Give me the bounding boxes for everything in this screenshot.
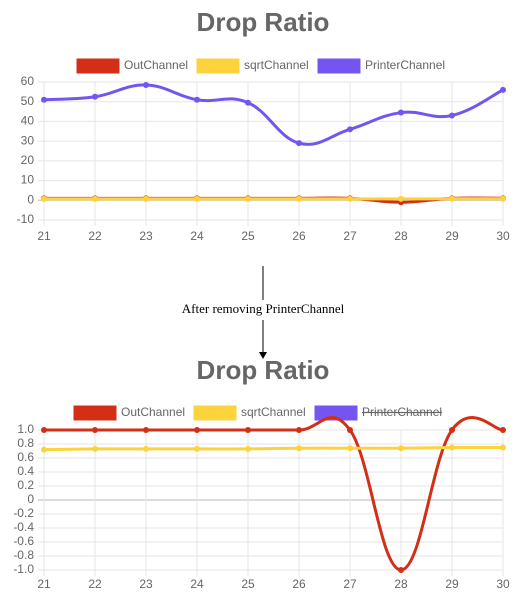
data-point: [194, 445, 200, 452]
data-point: [143, 81, 149, 88]
y-tick-label: 0.2: [17, 478, 34, 492]
x-tick-label: 24: [190, 577, 204, 591]
data-point: [449, 427, 455, 433]
x-tick-label: 30: [496, 577, 510, 591]
series-line: [43, 83, 504, 146]
data-point: [194, 427, 200, 433]
x-tick-label: 29: [445, 229, 459, 243]
x-tick-label: 28: [394, 577, 408, 591]
y-tick-label: -0.2: [13, 506, 34, 520]
legend-label: OutChannel: [124, 58, 188, 72]
data-point: [398, 109, 404, 116]
x-tick-label: 22: [88, 229, 102, 243]
y-tick-label: 0: [27, 192, 34, 206]
data-point: [449, 195, 455, 202]
data-point: [41, 446, 47, 453]
data-point: [194, 195, 200, 202]
data-point: [245, 99, 251, 106]
legend-label: OutChannel: [121, 405, 185, 419]
y-tick-label: 0.8: [17, 436, 34, 450]
chart-title: Drop Ratio: [197, 355, 330, 385]
data-point: [347, 195, 353, 202]
data-point: [245, 195, 251, 202]
legend-swatch: [196, 58, 240, 74]
data-point: [296, 445, 302, 452]
y-tick-label: -0.8: [13, 548, 34, 562]
series-line: [43, 445, 504, 452]
data-point: [41, 427, 47, 433]
data-point: [500, 86, 506, 93]
legend-label: sqrtChannel: [244, 58, 309, 72]
x-tick-label: 27: [343, 229, 357, 243]
x-tick-label: 25: [241, 577, 255, 591]
data-point: [143, 427, 149, 433]
data-point: [398, 195, 404, 202]
legend-swatch: [193, 405, 237, 421]
y-tick-label: 40: [21, 114, 35, 128]
x-tick-label: 26: [292, 577, 306, 591]
y-tick-label: 30: [21, 133, 35, 147]
data-point: [245, 427, 251, 433]
y-tick-label: 0.4: [17, 464, 34, 478]
data-point: [347, 126, 353, 133]
data-point: [143, 445, 149, 452]
y-tick-label: 60: [21, 74, 35, 88]
data-point: [347, 427, 353, 433]
data-point: [500, 444, 506, 451]
x-tick-label: 21: [37, 229, 51, 243]
y-tick-label: 20: [21, 153, 35, 167]
data-point: [92, 93, 98, 100]
x-tick-label: 25: [241, 229, 255, 243]
x-tick-label: 26: [292, 229, 306, 243]
data-point: [245, 445, 251, 452]
x-tick-label: 24: [190, 229, 204, 243]
data-point: [296, 140, 302, 147]
data-point: [143, 195, 149, 202]
annotation: After removing PrinterChannel: [182, 301, 345, 316]
data-point: [398, 567, 404, 573]
y-tick-label: -0.4: [13, 520, 34, 534]
x-tick-label: 29: [445, 577, 459, 591]
data-point: [500, 427, 506, 433]
data-point: [194, 96, 200, 103]
y-tick-label: 1.0: [17, 422, 34, 436]
data-point: [92, 427, 98, 433]
legend-swatch: [314, 405, 358, 421]
y-tick-label: 50: [21, 94, 35, 108]
data-point: [500, 195, 506, 202]
y-tick-label: 0.6: [17, 450, 34, 464]
y-tick-label: -10: [17, 212, 35, 226]
legend-swatch: [73, 405, 117, 421]
data-point: [347, 445, 353, 452]
y-tick-label: 0: [27, 492, 34, 506]
arrow-head: [259, 352, 267, 359]
data-point: [296, 427, 302, 433]
legend-label: PrinterChannel: [362, 405, 442, 419]
data-point: [398, 445, 404, 452]
legend-swatch: [76, 58, 120, 74]
data-point: [449, 444, 455, 451]
legend-label: sqrtChannel: [241, 405, 306, 419]
x-tick-label: 21: [37, 577, 51, 591]
y-tick-label: -1.0: [13, 562, 34, 576]
data-point: [92, 195, 98, 202]
data-point: [92, 445, 98, 452]
data-point: [296, 195, 302, 202]
x-tick-label: 23: [139, 577, 153, 591]
x-tick-label: 28: [394, 229, 408, 243]
y-tick-label: 10: [21, 173, 35, 187]
chart-title: Drop Ratio: [197, 7, 330, 37]
series-line: [44, 416, 504, 572]
data-point: [449, 112, 455, 119]
x-tick-label: 22: [88, 577, 102, 591]
data-point: [41, 96, 47, 103]
legend-label: PrinterChannel: [365, 58, 445, 72]
x-tick-label: 23: [139, 229, 153, 243]
data-point: [41, 195, 47, 202]
y-tick-label: -0.6: [13, 534, 34, 548]
legend-swatch: [317, 58, 361, 74]
x-tick-label: 27: [343, 577, 357, 591]
x-tick-label: 30: [496, 229, 510, 243]
